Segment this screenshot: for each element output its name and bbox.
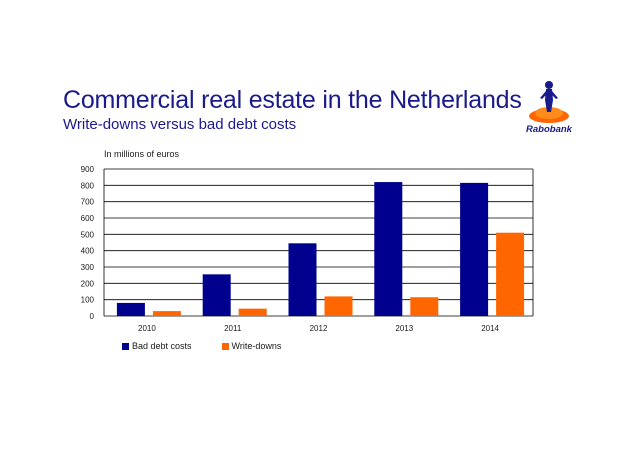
bar-bad-debt-costs-2014 [460, 182, 489, 316]
x-tick-label: 2010 [138, 324, 156, 333]
y-tick-label: 800 [81, 181, 95, 190]
legend-item-write-downs: Write-downs [221, 341, 282, 351]
bar-write-downs-2014 [496, 232, 525, 316]
bar-write-downs-2010 [152, 311, 181, 316]
x-tick-labels: 2010 2011 2012 2013 2014 [138, 324, 500, 333]
chart-axes [103, 169, 534, 316]
y-tick-label: 100 [81, 296, 95, 305]
bar-bad-debt-costs-2013 [374, 182, 403, 316]
logo-wordmark: Rabobank [526, 124, 572, 135]
rabobank-logo: Rabobank [516, 78, 582, 142]
legend-item-bad-debt: Bad debt costs [122, 341, 192, 351]
y-tick-label: 900 [81, 165, 95, 174]
legend-label: Bad debt costs [132, 341, 192, 351]
rabobank-emblem-icon [529, 81, 569, 123]
y-tick-label: 500 [81, 230, 95, 239]
legend-swatch [122, 342, 129, 350]
slide-subtitle: Write-downs versus bad debt costs [63, 116, 297, 133]
legend-label: Write-downs [231, 341, 282, 351]
y-tick-label: 600 [81, 214, 95, 223]
y-tick-label: 700 [81, 198, 95, 207]
bar-write-downs-2013 [410, 297, 439, 316]
y-tick-label: 200 [81, 279, 95, 288]
bar-bad-debt-costs-2011 [202, 274, 231, 316]
y-tick-label: 400 [81, 247, 95, 256]
slide-title: Commercial real estate in the Netherland… [63, 86, 522, 114]
x-tick-label: 2014 [481, 324, 499, 333]
bar-write-downs-2012 [324, 296, 353, 316]
x-tick-label: 2011 [224, 324, 242, 333]
bar-bad-debt-costs-2010 [116, 302, 145, 316]
chart-legend: Bad debt costs Write-downs [122, 341, 281, 351]
x-tick-label: 2013 [395, 324, 413, 333]
chart-bars [116, 182, 525, 316]
legend-swatch [221, 342, 229, 350]
bar-write-downs-2011 [238, 308, 267, 316]
y-tick-label: 0 [90, 312, 95, 321]
y-tick-label: 300 [81, 263, 95, 272]
x-tick-label: 2012 [310, 324, 328, 333]
bar-bad-debt-costs-2012 [288, 243, 317, 316]
y-tick-labels: 0 100 200 300 400 500 600 700 800 900 [81, 165, 95, 321]
chart-units-label: In millions of euros [104, 149, 180, 159]
